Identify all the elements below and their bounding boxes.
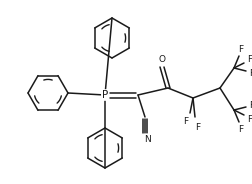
Text: F: F xyxy=(183,116,188,125)
Text: P: P xyxy=(102,90,108,100)
Text: N: N xyxy=(144,135,151,144)
Text: F: F xyxy=(248,100,252,109)
Text: F: F xyxy=(248,68,252,77)
Text: F: F xyxy=(246,56,251,65)
Text: F: F xyxy=(246,114,251,123)
Text: F: F xyxy=(237,125,243,135)
Text: F: F xyxy=(237,45,243,54)
Text: F: F xyxy=(195,123,200,132)
Text: O: O xyxy=(158,54,165,63)
